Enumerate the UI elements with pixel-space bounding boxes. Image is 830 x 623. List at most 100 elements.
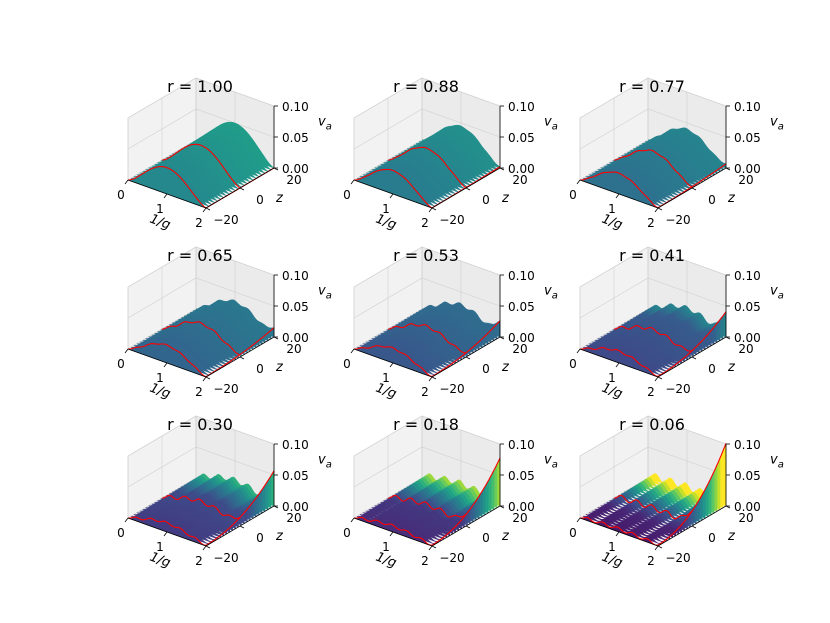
z-tick-label: 0.00 — [734, 331, 761, 345]
edge-curve-front — [127, 166, 207, 209]
x-tick-label: 2 — [421, 385, 429, 399]
x-axis-label: 1/g — [148, 212, 173, 233]
z-tick-label: 0.00 — [734, 500, 761, 514]
x-tick-mark — [202, 207, 207, 213]
z-tick-label: 0.10 — [282, 100, 309, 114]
x-tick-label: 0 — [117, 526, 125, 540]
z-axis-label: va — [318, 284, 332, 302]
y-tick-label: −20 — [213, 551, 238, 565]
x-tick-mark — [389, 362, 394, 368]
y-axis-label: z — [275, 191, 284, 206]
z-tick-label: 0.05 — [508, 469, 535, 483]
subplot-9: 0 1 2 1/g 20 0 −20 z 0.10 0.05 0.00 va r = 0.06 — [569, 415, 784, 571]
z-tick-label: 0.05 — [508, 131, 535, 145]
x-tick-mark — [428, 545, 433, 551]
subplot-title: r = 0.30 — [167, 415, 233, 434]
y-axis-label: z — [501, 191, 510, 206]
edge-curves — [127, 470, 275, 546]
subplot-6: 0 1 2 1/g 20 0 −20 z 0.10 0.05 0.00 va r = 0.41 — [569, 246, 784, 402]
x-tick-mark — [163, 193, 168, 199]
x-axis-label: 1/g — [600, 381, 625, 402]
subplot-title: r = 0.53 — [393, 246, 459, 265]
y-tick-mark — [465, 356, 471, 360]
subplot-title: r = 0.18 — [393, 415, 459, 434]
subplot-1: 0 1 2 1/g 20 0 −20 z 0.10 0.05 0.00 va r = 1.00 — [117, 77, 332, 233]
x-tick-mark — [654, 207, 659, 213]
z-tick-label: 0.10 — [508, 438, 535, 452]
x-tick-label: 1 — [156, 202, 164, 216]
edge-curve-front — [353, 516, 432, 546]
surface-strips — [353, 124, 501, 209]
y-axis-label: z — [727, 360, 736, 375]
y-tick-label: 20 — [738, 173, 753, 187]
z-axis-label: va — [544, 453, 558, 471]
x-axis-label: 1/g — [374, 212, 399, 233]
surface-strips — [353, 457, 501, 547]
z-axis-label: va — [770, 453, 784, 471]
y-tick-label: 0 — [256, 531, 264, 545]
z-tick-label: 0.00 — [508, 331, 535, 345]
y-tick-label: −20 — [213, 382, 238, 396]
x-tick-label: 2 — [647, 385, 655, 399]
y-tick-mark — [431, 376, 437, 380]
subplot-3: 0 1 2 1/g 20 0 −20 z 0.10 0.05 0.00 va r = 0.77 — [569, 77, 784, 233]
subplot-title: r = 1.00 — [167, 77, 233, 96]
subplot-2: 0 1 2 1/g 20 0 −20 z 0.10 0.05 0.00 va r = 0.88 — [343, 77, 558, 233]
x-tick-label: 0 — [569, 526, 577, 540]
x-tick-label: 2 — [647, 554, 655, 568]
edge-curves — [353, 320, 501, 378]
edge-curves — [579, 443, 727, 546]
edge-curve-middle — [613, 325, 693, 352]
y-axis-label: z — [275, 529, 284, 544]
x-tick-mark — [615, 362, 620, 368]
y-tick-label: 0 — [482, 362, 490, 376]
z-tick-label: 0.05 — [734, 469, 761, 483]
edge-curve-middle — [161, 494, 241, 520]
z-tick-label: 0.10 — [734, 269, 761, 283]
x-tick-label: 0 — [343, 188, 351, 202]
y-tick-label: 20 — [512, 173, 527, 187]
x-tick-label: 2 — [195, 216, 203, 230]
x-tick-label: 2 — [195, 554, 203, 568]
z-tick-label: 0.10 — [508, 100, 535, 114]
x-tick-label: 0 — [569, 188, 577, 202]
x-axis-label: 1/g — [600, 550, 625, 571]
y-tick-label: −20 — [665, 551, 690, 565]
edge-curve-front — [579, 347, 659, 377]
x-tick-label: 1 — [382, 202, 390, 216]
subplot-title: r = 0.06 — [619, 415, 685, 434]
edge-curve-middle — [613, 149, 693, 188]
y-axis-label: z — [501, 360, 510, 375]
z-tick-label: 0.10 — [282, 438, 309, 452]
edge-curve-front — [579, 516, 659, 546]
y-tick-label: 20 — [738, 342, 753, 356]
x-tick-label: 2 — [195, 385, 203, 399]
x-tick-mark — [428, 207, 433, 213]
y-tick-label: −20 — [439, 382, 464, 396]
y-tick-label: 0 — [256, 193, 264, 207]
surface-strips — [127, 299, 275, 378]
y-tick-mark — [205, 376, 211, 380]
x-tick-mark — [163, 531, 168, 537]
x-tick-mark — [124, 517, 129, 523]
y-axis-label: z — [727, 529, 736, 544]
y-tick-label: 0 — [708, 531, 716, 545]
subplot-title: r = 0.41 — [619, 246, 685, 265]
x-tick-mark — [163, 362, 168, 368]
edge-curve-right — [205, 327, 275, 378]
x-tick-label: 0 — [343, 357, 351, 371]
y-tick-label: −20 — [439, 213, 464, 227]
x-axis-label: 1/g — [374, 381, 399, 402]
x-tick-mark — [350, 348, 355, 354]
y-tick-label: 0 — [482, 531, 490, 545]
x-tick-mark — [428, 376, 433, 382]
x-tick-mark — [202, 545, 207, 551]
x-tick-mark — [654, 376, 659, 382]
z-axis-label: va — [544, 284, 558, 302]
y-tick-mark — [205, 207, 211, 211]
x-tick-mark — [654, 545, 659, 551]
y-tick-label: 0 — [708, 193, 716, 207]
y-tick-label: 20 — [286, 511, 301, 525]
subplot-5: 0 1 2 1/g 20 0 −20 z 0.10 0.05 0.00 va r = 0.53 — [343, 246, 558, 402]
